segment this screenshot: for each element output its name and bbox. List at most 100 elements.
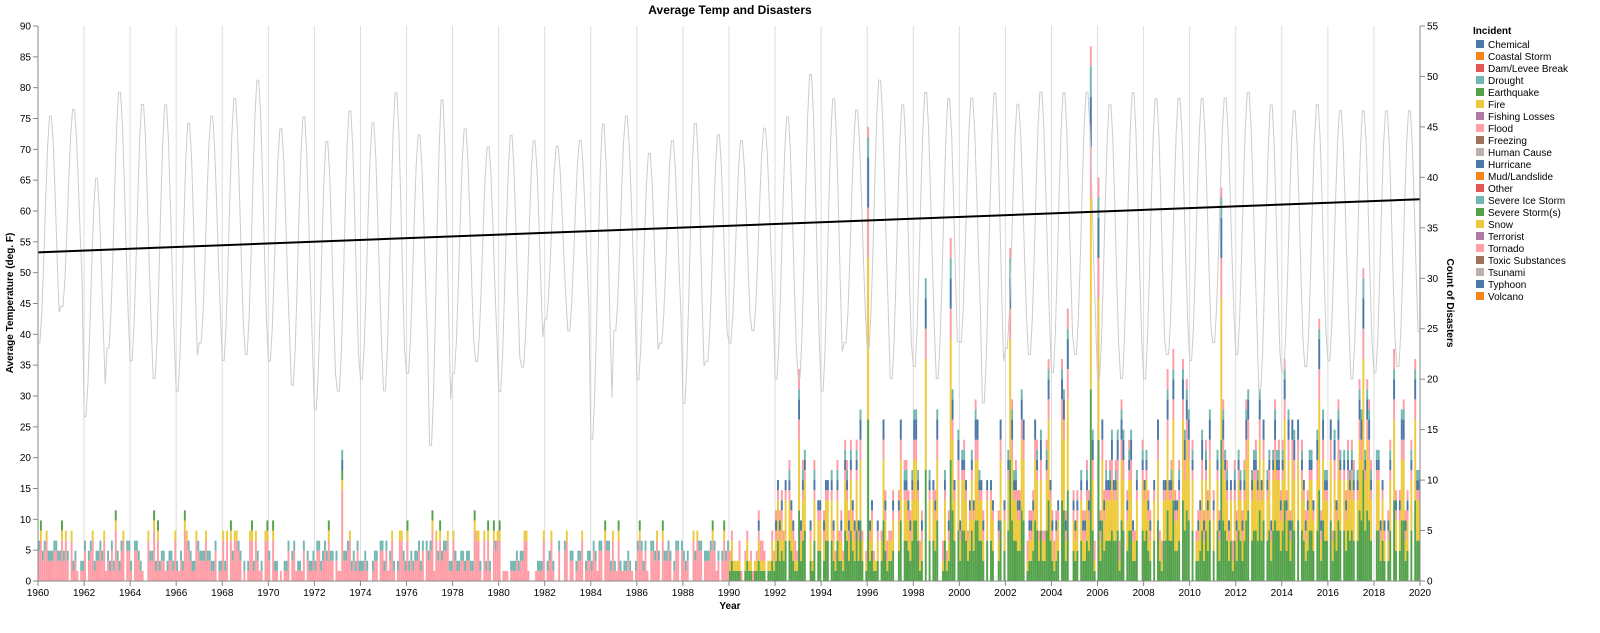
disaster-bar: [1170, 480, 1173, 491]
disaster-bar: [976, 419, 979, 440]
disaster-bar: [61, 520, 63, 531]
disaster-bar: [634, 560, 637, 571]
disaster-bar: [1368, 409, 1371, 420]
disaster-bar: [1281, 459, 1284, 470]
disaster-bar: [842, 560, 845, 571]
y-left-tick-label: 50: [20, 268, 32, 279]
disaster-bar: [214, 550, 217, 581]
disaster-bar: [1195, 530, 1198, 541]
disaster-bar: [623, 570, 626, 581]
disaster-bar: [375, 550, 378, 561]
disaster-bar: [345, 560, 348, 581]
legend-swatch: [1476, 64, 1484, 72]
disaster-bar: [767, 560, 770, 571]
disaster-bar: [266, 520, 269, 531]
disaster-bar: [1335, 550, 1338, 581]
disaster-bar: [842, 550, 845, 561]
disaster-bar: [991, 550, 994, 581]
disaster-bar: [792, 520, 795, 531]
disaster-bar: [585, 570, 587, 581]
disaster-bar: [214, 540, 217, 551]
disaster-bar: [1172, 500, 1175, 581]
disaster-bar: [1034, 439, 1037, 460]
disaster-bar: [1064, 520, 1067, 531]
disaster-bar: [1099, 510, 1102, 521]
y-left-tick-label: 90: [20, 22, 32, 33]
disaster-bar: [287, 540, 290, 551]
disaster-bar: [838, 540, 841, 561]
disaster-bar: [1114, 480, 1117, 491]
disaster-bar: [732, 560, 735, 571]
disaster-bar: [93, 560, 96, 571]
disaster-bar: [657, 560, 660, 581]
disaster-bar: [166, 560, 169, 571]
disaster-bar: [1166, 510, 1169, 581]
disaster-bar: [934, 490, 937, 501]
disaster-bar: [917, 540, 920, 581]
disaster-bar: [1360, 409, 1363, 420]
legend-swatch: [1476, 124, 1484, 132]
disaster-bar: [849, 459, 852, 470]
disaster-bar: [158, 570, 161, 581]
disaster-bar: [961, 480, 964, 531]
disaster-bar: [1057, 510, 1060, 521]
x-tick-label: 1982: [534, 588, 557, 599]
disaster-bar: [1178, 500, 1181, 541]
disaster-bar: [1122, 429, 1125, 440]
disaster-bar: [297, 560, 300, 571]
disaster-bar: [356, 550, 359, 581]
disaster-bar: [1101, 419, 1104, 440]
disaster-bar: [982, 560, 985, 581]
disaster-bar: [890, 560, 893, 581]
disaster-bar: [851, 550, 854, 581]
disaster-bar: [204, 540, 207, 581]
disaster-bar: [1364, 480, 1367, 531]
disaster-bar: [796, 560, 799, 571]
disaster-bar: [1176, 500, 1179, 511]
disaster-bar: [823, 540, 825, 561]
disaster-bar: [991, 510, 994, 521]
disaster-bar: [1350, 480, 1353, 531]
disaster-bar: [788, 540, 791, 581]
disaster-bar: [782, 540, 785, 561]
disaster-bar: [1074, 520, 1077, 531]
disaster-bar: [437, 550, 440, 561]
disaster-bar: [366, 570, 369, 581]
disaster-bar: [1414, 500, 1417, 581]
disaster-bar: [788, 500, 791, 541]
disaster-bar: [466, 560, 468, 581]
disaster-bar: [853, 540, 856, 561]
disaster-bar: [1377, 480, 1380, 531]
disaster-bar: [53, 550, 56, 581]
disaster-bar: [95, 560, 98, 581]
disaster-bar: [1003, 520, 1006, 551]
disaster-bar: [243, 570, 246, 581]
disaster-bar: [909, 560, 912, 581]
disaster-bar: [1414, 379, 1417, 400]
disaster-bar: [1277, 449, 1280, 460]
disaster-bar: [1084, 510, 1087, 521]
disaster-bar: [830, 480, 833, 491]
disaster-bar: [677, 540, 680, 551]
disaster-bar: [755, 560, 758, 571]
disaster-bar: [1132, 540, 1135, 561]
disaster-bar: [358, 560, 361, 571]
disaster-bar: [1082, 530, 1085, 541]
disaster-bar: [867, 137, 870, 158]
disaster-bar: [1185, 439, 1188, 511]
disaster-bar: [1097, 298, 1100, 440]
disaster-bar: [1032, 550, 1035, 581]
disaster-bar: [62, 550, 65, 561]
disaster-bar: [920, 520, 923, 531]
disaster-bar: [968, 500, 971, 511]
disaster-bar: [928, 480, 931, 491]
disaster-bar: [915, 409, 918, 420]
disaster-bar: [963, 449, 966, 460]
disaster-bar: [1258, 510, 1261, 581]
disaster-bar: [1272, 530, 1275, 581]
disaster-bar: [402, 550, 405, 561]
disaster-bar: [1272, 470, 1275, 481]
y-left-tick-label: 5: [25, 546, 31, 557]
disaster-bar: [1047, 500, 1050, 581]
disaster-bar: [1205, 459, 1207, 470]
